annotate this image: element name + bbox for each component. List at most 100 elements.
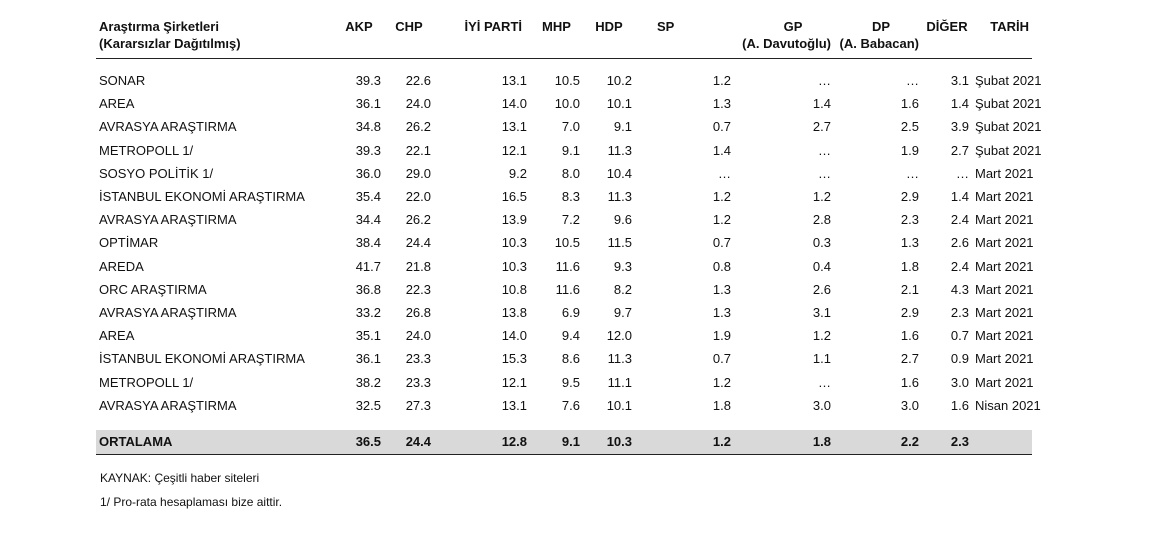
value-cell-hdp: 11.3 — [607, 142, 632, 158]
value-cell-dp: 3.0 — [900, 397, 919, 413]
value-cell-iyi: 14.0 — [501, 328, 527, 344]
value-cell-tarih: Mart 2021 — [975, 258, 1034, 274]
value-cell-diger: 2.6 — [950, 235, 969, 251]
value-cell-chp: 24.0 — [405, 328, 431, 344]
value-cell-dp: 2.9 — [900, 189, 919, 205]
value-cell-tarih: Mart 2021 — [975, 189, 1034, 205]
table-row: İSTANBUL EKONOMİ ARAŞTIRMA 35.4 22.0 16.5 8.… — [96, 185, 1034, 208]
value-cell-akp: 36.1 — [355, 351, 381, 367]
value-cell-dp: … — [906, 73, 919, 89]
average-hdp: 10.3 — [583, 429, 635, 455]
value-cell-chp: 22.0 — [405, 189, 431, 205]
table-row: AVRASYA ARAŞTIRMA 33.2 26.8 13.8 6.9 9.7 1.3 3.… — [96, 301, 1034, 324]
header-iyi: İYİ PARTİ — [464, 19, 522, 34]
value-cell-iyi: 13.1 — [501, 119, 527, 135]
value-cell-sp: … — [718, 165, 731, 181]
average-iyi: 12.8 — [434, 429, 530, 455]
value-cell-dp: 1.3 — [900, 235, 919, 251]
value-cell-akp: 32.5 — [355, 397, 381, 413]
value-cell-akp: 35.4 — [355, 189, 381, 205]
value-cell-mhp: 8.6 — [561, 351, 580, 367]
value-cell-dp: 1.6 — [900, 328, 919, 344]
value-cell-diger: … — [956, 165, 969, 181]
header-chp: CHP — [395, 19, 423, 34]
value-cell-chp: 21.8 — [405, 258, 431, 274]
value-cell-tarih: Mart 2021 — [975, 212, 1034, 228]
firm-name-cell: AREDA — [99, 258, 144, 274]
header-firm-line2: (Kararsızlar Dağıtılmış) — [99, 36, 241, 51]
value-cell-gp: … — [818, 374, 831, 390]
value-cell-mhp: 9.1 — [561, 142, 580, 158]
value-cell-sp: 0.7 — [712, 119, 731, 135]
header-gp-line2: (A. Davutoğlu) — [742, 36, 831, 51]
firm-name-cell: METROPOLL 1/ — [99, 142, 194, 158]
value-cell-gp: 1.2 — [812, 328, 831, 344]
value-cell-chp: 29.0 — [405, 165, 431, 181]
table-header: Araştırma Şirketleri (Kararsızlar Dağıtı… — [96, 12, 1032, 59]
firm-name-cell: SOSYO POLİTİK 1/ — [99, 165, 214, 181]
average-mhp: 9.1 — [530, 429, 583, 455]
value-cell-tarih: Şubat 2021 — [975, 142, 1042, 158]
value-cell-gp: 0.4 — [812, 258, 831, 274]
value-cell-dp: 2.9 — [900, 304, 919, 320]
table-row: AVRASYA ARAŞTIRMA 32.5 27.3 13.1 7.6 10.1 1.8 3… — [96, 394, 1041, 417]
value-cell-akp: 34.8 — [355, 119, 381, 135]
value-cell-iyi: 13.1 — [501, 73, 527, 89]
value-cell-tarih: Şubat 2021 — [975, 73, 1042, 89]
value-cell-chp: 23.3 — [405, 351, 431, 367]
value-cell-gp: 1.2 — [812, 189, 831, 205]
value-cell-akp: 38.2 — [355, 374, 381, 390]
value-cell-chp: 22.1 — [405, 142, 431, 158]
value-cell-sp: 1.3 — [712, 96, 731, 112]
firm-name-cell: AREA — [99, 328, 135, 344]
value-cell-mhp: 7.0 — [561, 119, 580, 135]
value-cell-diger: 0.9 — [950, 351, 969, 367]
table-body: SONAR 39.3 22.6 13.1 10.5 10.2 1.2 … … 3.1 Şubat 2… — [96, 69, 1042, 417]
value-cell-diger: 2.4 — [950, 212, 969, 228]
value-cell-dp: 2.3 — [900, 212, 919, 228]
value-cell-dp: 2.7 — [900, 351, 919, 367]
value-cell-mhp: 10.5 — [554, 235, 580, 251]
value-cell-mhp: 6.9 — [561, 304, 580, 320]
value-cell-hdp: 9.3 — [613, 258, 632, 274]
value-cell-iyi: 10.3 — [501, 235, 527, 251]
firm-name-cell: SONAR — [99, 73, 146, 89]
value-cell-hdp: 11.1 — [607, 374, 632, 390]
table-row: METROPOLL 1/39.3 22.1 12.1 9.1 11.3 1.4 … 1.9 2.… — [96, 139, 1042, 162]
value-cell-gp: … — [818, 142, 831, 158]
firm-name-cell: AVRASYA ARAŞTIRMA — [99, 397, 237, 413]
value-cell-chp: 22.6 — [405, 73, 431, 89]
value-cell-mhp: 9.5 — [561, 374, 580, 390]
table-row: SOSYO POLİTİK 1/36.0 29.0 9.2 8.0 10.4 … … … … Ma… — [96, 162, 1034, 185]
value-cell-akp: 36.8 — [355, 281, 381, 297]
table-row: METROPOLL 1/38.2 23.3 12.1 9.5 11.1 1.2 … 1.6 3.… — [96, 370, 1034, 393]
value-cell-iyi: 13.1 — [501, 397, 527, 413]
average-akp: 36.5 — [334, 429, 384, 455]
value-cell-diger: 2.7 — [950, 142, 969, 158]
value-cell-hdp: 12.0 — [606, 328, 632, 344]
value-cell-gp: 2.6 — [812, 281, 831, 297]
value-cell-hdp: 10.4 — [606, 165, 632, 181]
value-cell-hdp: 10.2 — [606, 73, 632, 89]
value-cell-diger: 1.6 — [950, 397, 969, 413]
firm-name-cell: AVRASYA ARAŞTIRMA — [99, 119, 237, 135]
value-cell-diger: 3.0 — [950, 374, 969, 390]
header-row: Araştırma Şirketleri (Kararsızlar Dağıtı… — [96, 12, 1032, 59]
value-cell-tarih: Şubat 2021 — [975, 96, 1042, 112]
value-cell-dp: … — [906, 165, 919, 181]
table-row: ORC ARAŞTIRMA 36.8 22.3 10.8 11.6 8.2 1.3 2.6 2.… — [96, 278, 1034, 301]
average-row: ORTALAMA 36.5 24.4 12.8 9.1 10.3 1.2 1.8… — [96, 429, 1032, 455]
value-cell-chp: 26.2 — [405, 119, 431, 135]
value-cell-akp: 41.7 — [355, 258, 381, 274]
table-row: AVRASYA ARAŞTIRMA 34.4 26.2 13.9 7.2 9.6 1.2 2.… — [96, 208, 1034, 231]
value-cell-diger: 4.3 — [950, 281, 969, 297]
value-cell-sp: 1.3 — [712, 281, 731, 297]
table-row: AREA 36.1 24.0 14.0 10.0 10.1 1.3 1.4 1.6 1.4 Şuba… — [96, 92, 1042, 115]
firm-name-cell: OPTİMAR — [99, 235, 159, 251]
header-hdp: HDP — [595, 19, 623, 34]
value-cell-iyi: 9.2 — [508, 165, 527, 181]
value-cell-akp: 39.3 — [355, 73, 381, 89]
value-cell-chp: 24.0 — [405, 96, 431, 112]
average-dp: 2.2 — [834, 429, 922, 455]
value-cell-tarih: Şubat 2021 — [975, 119, 1042, 135]
